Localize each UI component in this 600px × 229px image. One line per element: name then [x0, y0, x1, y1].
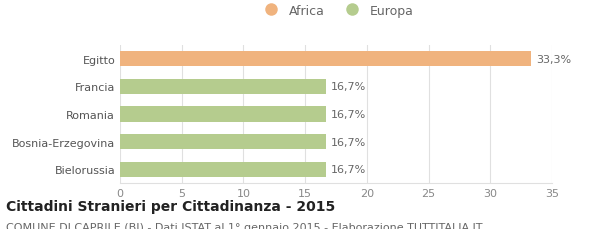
Bar	[120, 79, 326, 95]
Text: 33,3%: 33,3%	[536, 55, 571, 65]
Text: COMUNE DI CAPRILE (BI) - Dati ISTAT al 1° gennaio 2015 - Elaborazione TUTTITALIA: COMUNE DI CAPRILE (BI) - Dati ISTAT al 1…	[6, 222, 482, 229]
Legend: Africa, Europa: Africa, Europa	[254, 0, 418, 23]
Text: 16,7%: 16,7%	[331, 109, 367, 120]
Bar	[120, 52, 531, 67]
Bar	[120, 162, 326, 177]
Bar	[120, 107, 326, 122]
Bar	[120, 134, 326, 150]
Text: 16,7%: 16,7%	[331, 164, 367, 174]
Text: Cittadini Stranieri per Cittadinanza - 2015: Cittadini Stranieri per Cittadinanza - 2…	[6, 199, 335, 213]
Text: 16,7%: 16,7%	[331, 137, 367, 147]
Text: 16,7%: 16,7%	[331, 82, 367, 92]
